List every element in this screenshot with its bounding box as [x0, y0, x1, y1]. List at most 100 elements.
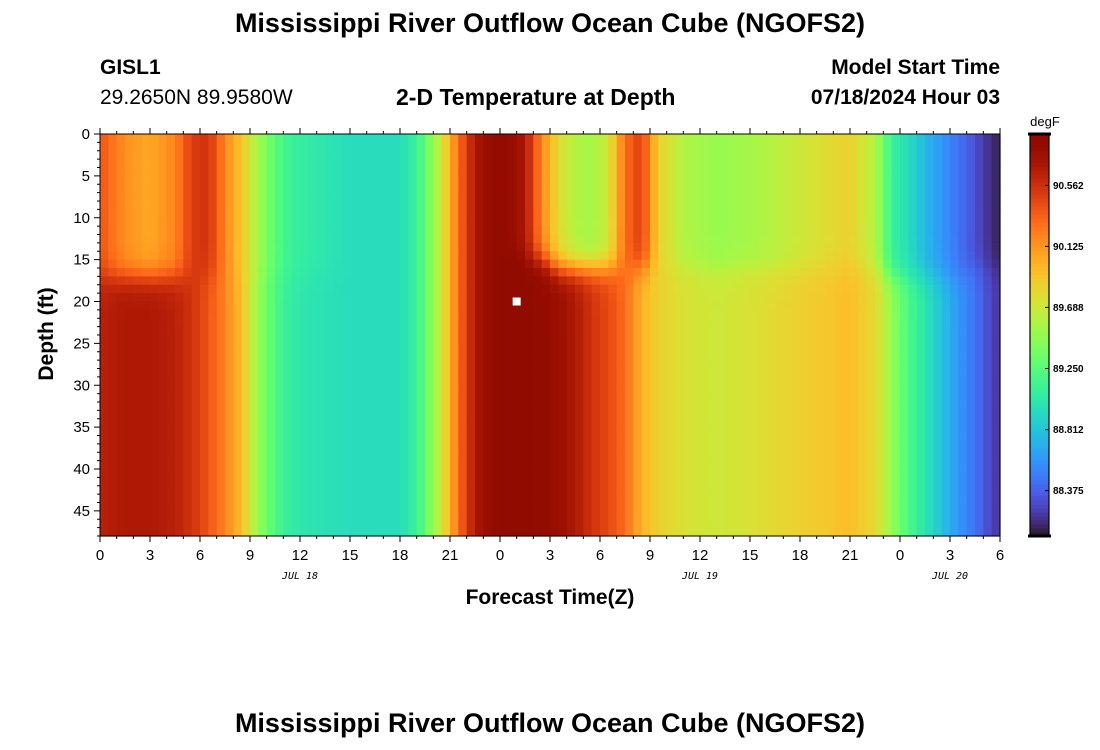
- heatmap-cell: [591, 527, 601, 537]
- heatmap-cell: [266, 318, 276, 328]
- heatmap-cell: [641, 376, 651, 386]
- heatmap-cell: [166, 293, 176, 303]
- heatmap-cell: [591, 326, 601, 336]
- heatmap-cell: [700, 360, 709, 370]
- heatmap-cell: [883, 402, 893, 411]
- heatmap-cell: [475, 293, 484, 303]
- heatmap-cell: [125, 268, 134, 277]
- heatmap-cell: [183, 134, 193, 143]
- heatmap-cell: [333, 435, 343, 445]
- heatmap-cell: [383, 502, 393, 512]
- heatmap-cell: [283, 142, 293, 152]
- heatmap-cell: [675, 443, 684, 453]
- heatmap-cell: [375, 502, 384, 512]
- heatmap-cell: [725, 435, 734, 445]
- heatmap-cell: [116, 418, 126, 428]
- heatmap-cell: [291, 335, 301, 344]
- heatmap-cell: [133, 427, 143, 437]
- heatmap-cell: [500, 318, 509, 328]
- heatmap-cell: [516, 477, 526, 487]
- heatmap-cell: [558, 368, 568, 378]
- heatmap-cell: [466, 184, 476, 194]
- heatmap-cell: [650, 376, 659, 386]
- heatmap-cell: [433, 368, 443, 378]
- heatmap-cell: [183, 368, 193, 378]
- heatmap-cell: [216, 226, 226, 236]
- heatmap-cell: [133, 167, 143, 177]
- heatmap-cell: [258, 402, 268, 411]
- heatmap-cell: [925, 309, 934, 319]
- heatmap-cell: [125, 259, 134, 269]
- heatmap-cell: [650, 167, 659, 177]
- heatmap-cell: [141, 150, 151, 160]
- heatmap-cell: [716, 201, 726, 210]
- heatmap-cell: [666, 226, 676, 236]
- heatmap-cell: [733, 201, 743, 210]
- heatmap-cell: [583, 134, 593, 143]
- heatmap-cell: [816, 435, 826, 445]
- heatmap-cell: [658, 469, 668, 478]
- heatmap-cell: [800, 301, 809, 311]
- heatmap-cell: [891, 402, 901, 411]
- heatmap-cell: [316, 460, 326, 470]
- heatmap-cell: [250, 209, 259, 219]
- heatmap-cell: [658, 351, 668, 361]
- heatmap-cell: [941, 142, 951, 152]
- heatmap-cell: [241, 201, 251, 210]
- heatmap-cell: [850, 234, 859, 244]
- heatmap-cell: [891, 460, 901, 470]
- heatmap-cell: [716, 284, 726, 294]
- heatmap-cell: [933, 134, 943, 143]
- heatmap-cell: [691, 418, 701, 428]
- heatmap-cell: [208, 201, 218, 210]
- heatmap-cell: [733, 159, 743, 169]
- heatmap-cell: [100, 435, 109, 445]
- heatmap-cell: [100, 150, 109, 160]
- heatmap-cell: [416, 376, 426, 386]
- heatmap-cell: [508, 385, 518, 395]
- heatmap-cell: [433, 159, 443, 169]
- heatmap-cell: [633, 209, 643, 219]
- heatmap-cell: [391, 335, 401, 344]
- heatmap-cell: [350, 142, 359, 152]
- heatmap-cell: [391, 284, 401, 294]
- heatmap-cell: [475, 134, 484, 143]
- heatmap-cell: [416, 427, 426, 437]
- heatmap-cell: [691, 527, 701, 537]
- heatmap-cell: [825, 226, 834, 236]
- heatmap-cell: [375, 385, 384, 395]
- heatmap-cell: [416, 477, 426, 487]
- heatmap-cell: [391, 201, 401, 210]
- heatmap-cell: [941, 242, 951, 252]
- heatmap-cell: [216, 192, 226, 202]
- heatmap-cell: [608, 142, 618, 152]
- heatmap-cell: [825, 242, 834, 252]
- heatmap-cell: [500, 167, 509, 177]
- heatmap-cell: [166, 234, 176, 244]
- heatmap-cell: [750, 175, 759, 185]
- heatmap-cell: [350, 159, 359, 169]
- heatmap-cell: [525, 469, 534, 478]
- heatmap-cell: [741, 268, 751, 277]
- heatmap-cell: [366, 368, 376, 378]
- heatmap-cell: [933, 360, 943, 370]
- heatmap-cell: [375, 301, 384, 311]
- heatmap-cell: [325, 276, 334, 286]
- heatmap-cell: [916, 435, 926, 445]
- heatmap-cell: [358, 510, 368, 520]
- heatmap-cell: [825, 159, 834, 169]
- heatmap-cell: [300, 159, 309, 169]
- heatmap-cell: [808, 167, 818, 177]
- heatmap-cell: [950, 452, 959, 462]
- heatmap-cell: [566, 502, 576, 512]
- heatmap-cell: [716, 293, 726, 303]
- heatmap-cell: [366, 284, 376, 294]
- heatmap-cell: [275, 150, 284, 160]
- heatmap-cell: [433, 427, 443, 437]
- heatmap-cell: [675, 435, 684, 445]
- heatmap-cell: [400, 134, 409, 143]
- heatmap-cell: [208, 150, 218, 160]
- heatmap-cell: [541, 309, 551, 319]
- heatmap-cell: [558, 427, 568, 437]
- heatmap-cell: [600, 142, 609, 152]
